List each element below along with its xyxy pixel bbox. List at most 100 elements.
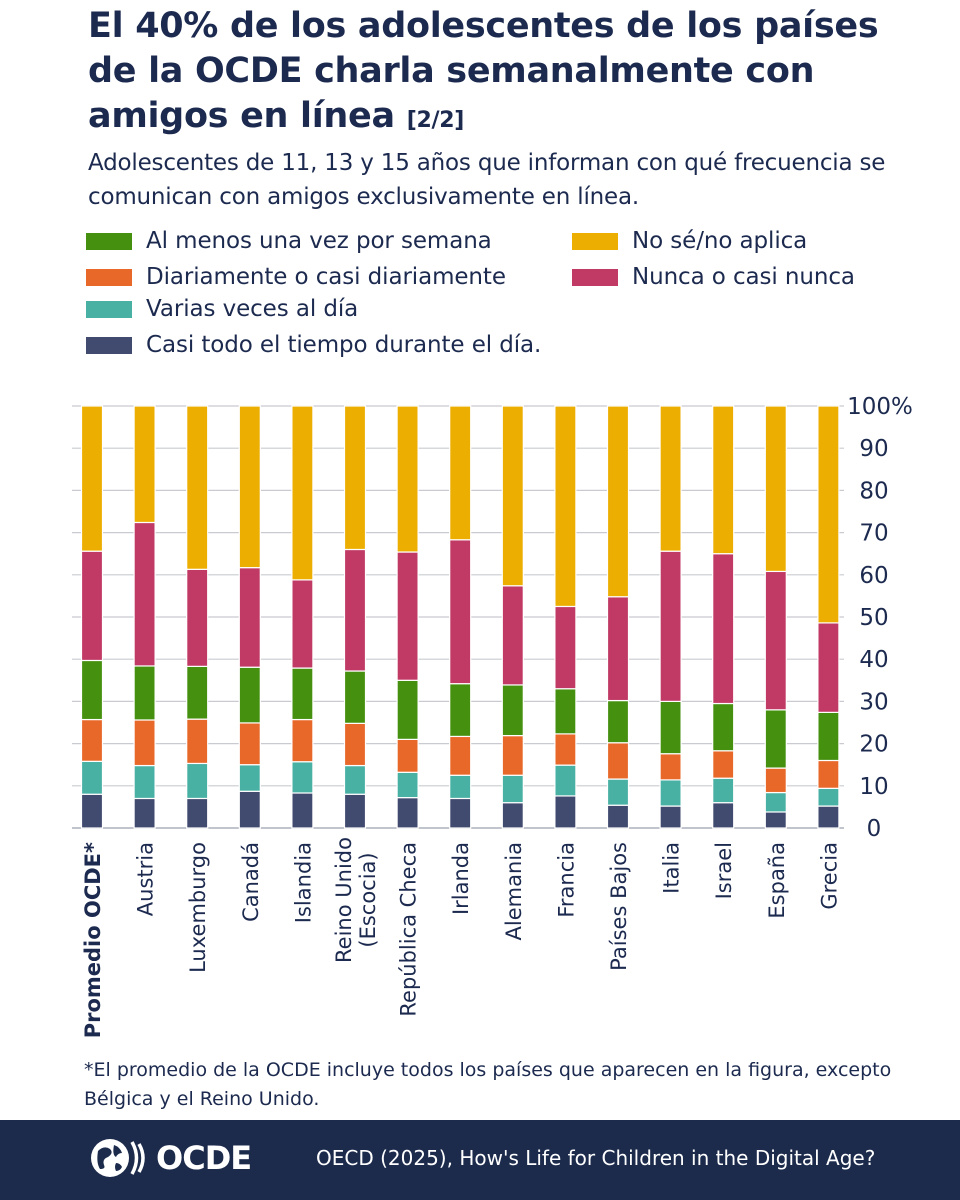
- bar-segment: [501, 802, 524, 829]
- chart-title: El 40% de los adolescentes de los países…: [88, 4, 928, 143]
- x-category-label: Austria: [134, 842, 158, 916]
- y-tick-label: 0: [867, 816, 882, 842]
- legend-item-dontknow: No sé/no aplica: [572, 228, 807, 254]
- bar-segment: [396, 771, 419, 799]
- x-category-label: Luxemburgo: [186, 842, 210, 973]
- bar-segment: [238, 764, 261, 792]
- bar-segment: [133, 719, 156, 767]
- legend-swatch-almost-all: [86, 336, 132, 354]
- bar-segment: [764, 709, 787, 769]
- bar-segment: [133, 521, 156, 667]
- x-category-label: Reino Unido: [332, 837, 356, 963]
- bar-segment: [186, 405, 209, 570]
- y-tick-label: 100%: [847, 394, 913, 420]
- bar-segment: [133, 665, 156, 721]
- x-category-label: Grecia: [817, 842, 841, 910]
- bar-segment: [712, 777, 735, 804]
- bar-segment: [238, 790, 261, 829]
- y-tick-label: 70: [859, 521, 888, 547]
- chart-title-tag: [2/2]: [406, 108, 465, 133]
- bar-segment: [343, 548, 367, 672]
- bar-segment: [764, 811, 787, 829]
- bar-segment: [712, 553, 735, 705]
- bar-segment: [449, 797, 472, 829]
- legend-item-several: Varias veces al día: [86, 296, 358, 322]
- bar-segment: [80, 550, 104, 662]
- bar-segment: [80, 718, 104, 762]
- bar-segment: [764, 791, 787, 813]
- bar-segment: [291, 579, 314, 669]
- bar-segment: [817, 805, 840, 829]
- bar-segment: [659, 753, 682, 781]
- legend-label-daily: Diariamente o casi diariamente: [146, 264, 506, 290]
- bar-segment: [501, 734, 524, 776]
- bar-segment: [712, 802, 735, 829]
- bar-segment: [396, 405, 419, 553]
- x-category-label: Alemania: [502, 842, 526, 940]
- bar-segment: [501, 585, 524, 686]
- bar-segment: [343, 405, 367, 551]
- bar-segment: [396, 679, 419, 740]
- y-tick-label: 60: [859, 563, 888, 589]
- x-category-label: Italia: [660, 842, 684, 894]
- bar-segment: [396, 797, 419, 829]
- y-tick-label: 40: [859, 647, 888, 673]
- legend-label-weekly: Al menos una vez por semana: [146, 228, 492, 254]
- bar-segment: [817, 711, 840, 762]
- bar-segment: [291, 718, 314, 763]
- bar-segment: [501, 774, 524, 804]
- bar-segment: [291, 405, 314, 581]
- bar-segment: [238, 405, 261, 569]
- legend-label-dontknow: No sé/no aplica: [632, 228, 808, 254]
- legend-label-almost-all: Casi todo el tiempo durante el día.: [146, 332, 542, 358]
- bar-segment: [449, 735, 472, 776]
- bar-segment: [238, 666, 261, 724]
- legend-swatch-several: [86, 300, 132, 318]
- bar-segment: [449, 683, 472, 738]
- legend-swatch-never: [572, 268, 618, 286]
- bar-segment: [449, 774, 472, 800]
- footnote: *El promedio de la OCDE incluye todos lo…: [84, 1059, 892, 1110]
- bar-segment: [291, 761, 314, 794]
- bar-segment: [396, 551, 419, 681]
- x-category-label: España: [765, 842, 789, 919]
- legend-item-daily: Diariamente o casi diariamente: [86, 264, 506, 290]
- bar-segment: [712, 405, 735, 555]
- bar-segment: [238, 722, 261, 766]
- footer-bar: [0, 1120, 960, 1200]
- chart-title-text: El 40% de los adolescentes de los países…: [88, 6, 879, 136]
- oecd-logo-text: OCDE: [156, 1139, 252, 1177]
- bar-segment: [449, 405, 472, 541]
- legend-swatch-dontknow: [572, 232, 618, 250]
- bar-segment: [606, 699, 630, 744]
- bar-segment: [343, 793, 367, 829]
- bars: [80, 405, 840, 829]
- bar-segment: [80, 793, 104, 829]
- y-axis-ticks: 0 10 20 30 40 50 60 70 80 90 100%: [847, 394, 913, 842]
- y-tick-label: 10: [859, 774, 888, 800]
- bar-segment: [764, 767, 787, 794]
- source-citation: OECD (2025), How's Life for Children in …: [316, 1146, 876, 1170]
- bar-segment: [133, 405, 156, 524]
- bar-segment: [80, 659, 104, 721]
- bar-segment: [396, 738, 419, 773]
- x-category-label: Irlanda: [449, 842, 473, 915]
- bar-segment: [554, 605, 577, 690]
- bar-segment: [133, 764, 156, 800]
- bar-segment: [606, 804, 630, 829]
- bar-segment: [449, 539, 472, 685]
- bar-segment: [659, 779, 682, 807]
- y-tick-label: 90: [859, 436, 888, 462]
- y-tick-label: 50: [859, 605, 888, 631]
- legend-swatch-weekly: [86, 232, 132, 250]
- bar-segment: [554, 688, 577, 735]
- bar-segment: [606, 778, 630, 806]
- chart-subtitle: Adolescentes de 11, 13 y 15 años que inf…: [88, 150, 886, 210]
- bar-segment: [186, 568, 209, 667]
- bar-segment: [186, 762, 209, 800]
- bar-segment: [606, 405, 630, 598]
- bar-segment: [659, 405, 682, 552]
- bar-segment: [186, 797, 209, 829]
- x-category-label: Canadá: [239, 842, 263, 922]
- stacked-bar-chart: 0 10 20 30 40 50 60 70 80 90 100% Promedio OCDE* Au…: [72, 394, 913, 1038]
